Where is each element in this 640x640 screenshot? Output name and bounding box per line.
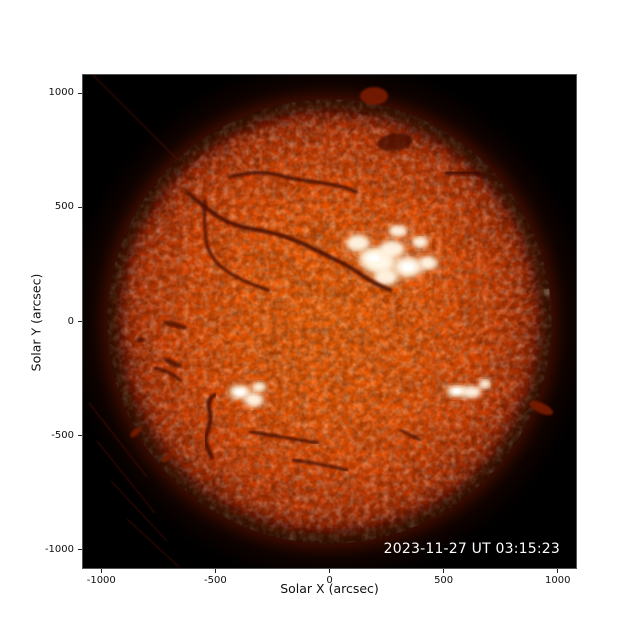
dark-patch [135,337,146,343]
y-tick-label: -1000 [44,543,74,555]
solar-features [135,132,551,472]
filament [228,170,358,194]
plage [347,235,369,251]
sun-image [83,75,576,568]
plage [253,382,265,392]
y-tick-label: 0 [67,315,74,327]
filament [153,366,182,382]
filament [202,198,270,292]
limb-prominences [130,87,554,463]
x-tick-mark [443,569,445,573]
filament [185,190,393,293]
prominence [529,400,554,416]
plage [381,241,403,256]
plage-core [452,388,462,394]
plot-area: 2023-11-27 UT 03:15:23 [82,74,577,569]
y-tick-label: -500 [51,429,74,441]
plage [463,387,480,398]
dark-patch [377,132,413,152]
x-tick-mark [214,569,216,573]
plage-core [235,389,245,395]
plage [245,394,262,406]
plage-core [401,262,415,272]
prominence [161,453,173,463]
plage [479,379,490,389]
disk-texture [107,99,552,544]
y-tick-label: 1000 [48,87,74,99]
x-tick-label: 1000 [545,575,571,586]
x-tick-mark [557,569,559,573]
y-tick-mark [78,435,82,437]
prominence [130,426,142,438]
x-tick-label: -1000 [86,575,116,586]
y-tick-mark [78,92,82,94]
y-tick-mark [78,321,82,322]
dark-patch [163,358,183,369]
filament [248,430,319,445]
x-tick-label: 0 [326,575,333,586]
plage [413,237,428,248]
y-tick-mark [78,206,82,208]
y-tick-label: 500 [54,201,74,213]
x-tick-label: -500 [204,575,227,586]
prominence [360,87,388,105]
plage-core [367,254,381,263]
filament [291,458,349,472]
plage [420,257,437,270]
x-tick-mark [329,569,330,573]
x-tick-mark [100,569,102,573]
x-axis-label: Solar X (arcsec) [280,581,379,596]
filament [398,428,422,442]
filament [203,392,217,461]
y-tick-mark [78,549,82,551]
x-tick-label: 500 [434,575,454,586]
dark-patch [163,320,187,330]
plage [376,269,397,285]
observation-timestamp: 2023-11-27 UT 03:15:23 [383,541,560,557]
plage [389,225,406,236]
